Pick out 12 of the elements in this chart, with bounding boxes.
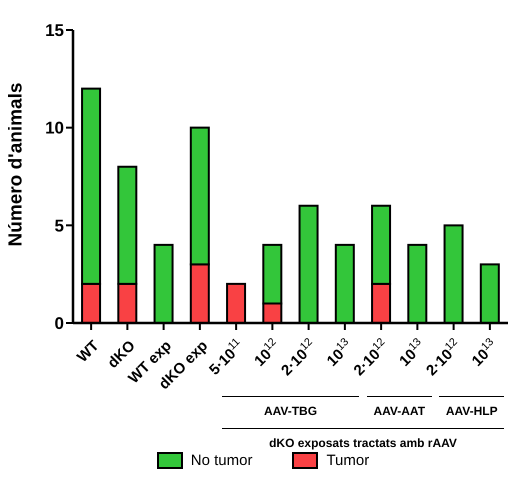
y-tick-label: 5 [54, 216, 64, 236]
legend-label: No tumor [190, 452, 252, 469]
y-tick-label: 15 [45, 21, 64, 40]
x-tick-label: WT [74, 337, 102, 366]
y-tick-label: 10 [45, 118, 64, 138]
text: dKO exposats tractats amb rAAV [268, 436, 458, 450]
text: AAV-AAT [372, 404, 426, 418]
legend-label: Tumor [326, 452, 370, 469]
y-tick-label: 0 [54, 314, 64, 334]
text: AAV-TBG [262, 404, 318, 418]
y-axis-title: Número d'animals [6, 82, 27, 246]
text: AAV-HLP [444, 404, 499, 418]
